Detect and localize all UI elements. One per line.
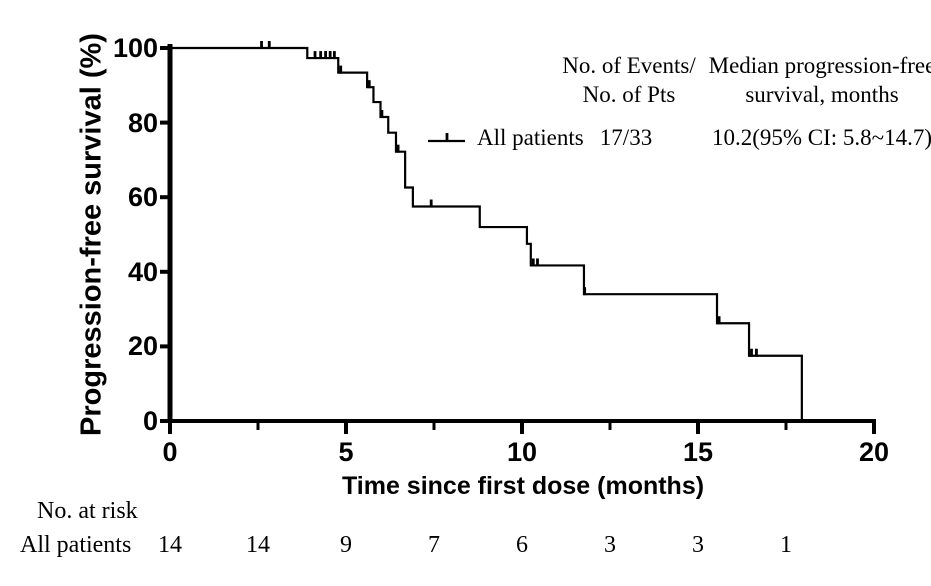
x-axis-title: Time since first dose (months) (341, 472, 705, 500)
risk-count: 1 (780, 532, 792, 558)
y-tick-label: 40 (127, 256, 158, 287)
y-tick-label: 100 (112, 33, 158, 63)
x-tick-label: 10 (506, 437, 538, 467)
risk-row-label: All patients (20, 532, 132, 558)
risk-count: 3 (692, 532, 704, 558)
y-tick-label: 60 (127, 182, 158, 213)
y-tick-label: 0 (142, 406, 158, 436)
median-header-line2: survival, months (745, 82, 899, 107)
x-tick-label: 15 (682, 437, 714, 467)
risk-count: 14 (246, 532, 270, 558)
risk-count: 9 (340, 532, 352, 558)
x-tick-label: 5 (338, 437, 354, 467)
risk-count: 14 (158, 532, 182, 558)
y-axis-title: Progression-free survival (%) (75, 33, 108, 436)
x-tick-label: 20 (858, 437, 890, 467)
y-tick-label: 80 (127, 107, 158, 138)
risk-table-title: No. at risk (37, 498, 138, 524)
risk-count: 7 (428, 532, 440, 558)
median-column-header: Median progression-free survival, months (709, 51, 931, 109)
legend-median-value: 10.2(95% CI: 5.8~14.7) (711, 125, 931, 150)
events-column-header: No. of Events/ No. of Pts (562, 51, 696, 109)
kaplan-meier-curve (170, 46, 803, 421)
events-header-line2: No. of Pts (582, 82, 676, 107)
x-tick-label: 0 (162, 437, 178, 467)
legend-events-value: 17/33 (599, 125, 653, 150)
y-tick-label: 20 (127, 331, 158, 362)
median-header-line1: Median progression-free (708, 53, 931, 78)
risk-count: 3 (604, 532, 616, 558)
risk-count: 6 (516, 532, 528, 558)
legend-series-name: All patients (477, 125, 584, 150)
events-header-line1: No. of Events/ (562, 53, 696, 78)
